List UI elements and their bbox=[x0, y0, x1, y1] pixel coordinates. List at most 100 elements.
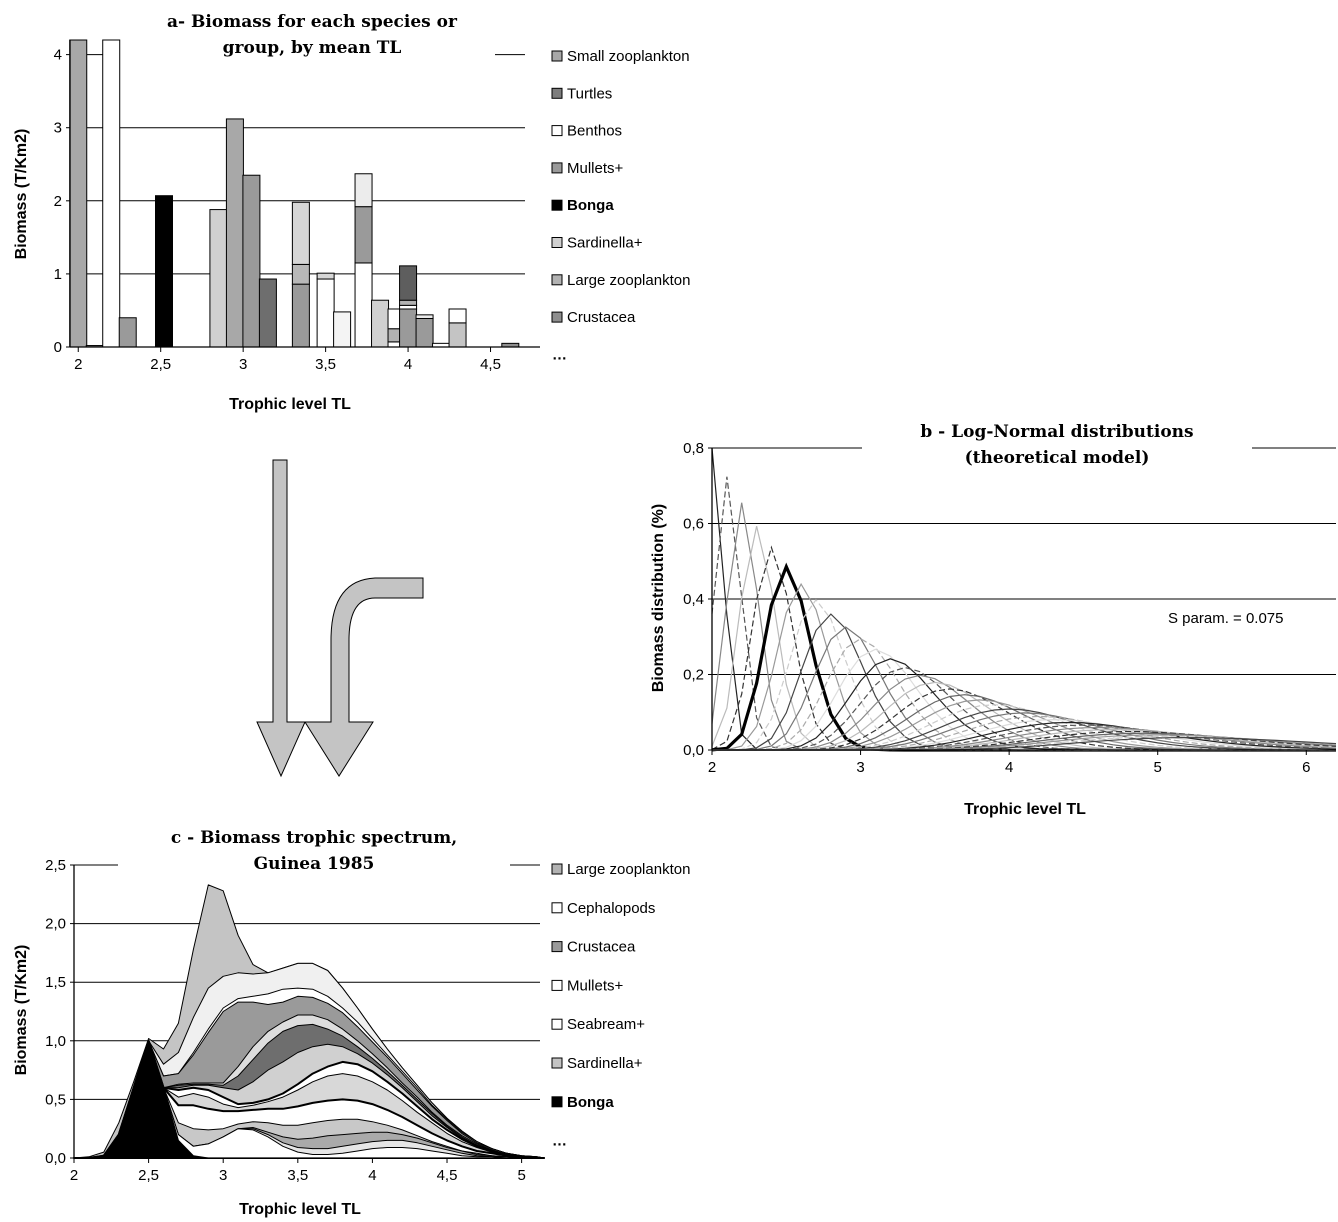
bar-segment bbox=[316, 272, 335, 280]
y-tick-label: 0,0 bbox=[45, 1150, 66, 1167]
panel-c-ylabel: Biomass (T/Km2) bbox=[13, 945, 30, 1076]
x-tick-label: 2 bbox=[74, 356, 82, 373]
bar-segment bbox=[354, 262, 373, 348]
bar-segment bbox=[448, 322, 467, 348]
y-tick-label: 0,8 bbox=[683, 440, 704, 457]
legend-label: Bonga bbox=[567, 1094, 614, 1111]
legend-swatch bbox=[551, 902, 563, 914]
x-tick-label: 2 bbox=[708, 759, 716, 776]
y-tick-label: 0,2 bbox=[683, 667, 704, 684]
bar-segment bbox=[354, 206, 373, 264]
bar-segment bbox=[118, 317, 137, 348]
x-tick-label: 4 bbox=[1005, 759, 1013, 776]
legend-more: … bbox=[552, 1133, 567, 1150]
bar-segment bbox=[399, 265, 418, 301]
panel-b-title-line2: (theoretical model) bbox=[965, 448, 1150, 468]
legend-swatch bbox=[551, 50, 563, 62]
legend-more: … bbox=[552, 346, 567, 363]
bar-segment bbox=[155, 195, 173, 348]
legend-swatch bbox=[551, 979, 563, 991]
bar-segment bbox=[333, 311, 352, 348]
legend-label: Crustacea bbox=[567, 309, 636, 326]
legend-swatch bbox=[551, 87, 563, 99]
legend-swatch bbox=[551, 125, 563, 137]
bar-segment bbox=[258, 278, 277, 348]
panel-a-legend: Small zooplankton Turtles Benthos Mullets+ B… bbox=[551, 48, 690, 363]
legend-label: Large zooplankton bbox=[567, 272, 690, 289]
series-line bbox=[711, 582, 1336, 751]
legend-swatch bbox=[551, 311, 563, 323]
x-tick-label: 3 bbox=[856, 759, 864, 776]
y-tick-label: 4 bbox=[54, 47, 62, 64]
panel-c-area-chart: 0,0 0,5 1,0 1,5 2,0 2,5 2 2,5 3 3,5 4 4,5 5 c - Biom… bbox=[13, 828, 690, 1218]
bar-segment bbox=[291, 263, 310, 285]
bar-segment bbox=[399, 304, 418, 310]
legend-label: Small zooplankton bbox=[567, 48, 690, 65]
y-tick-label: 1,5 bbox=[45, 974, 66, 991]
legend-swatch bbox=[551, 1018, 563, 1030]
bar-segment bbox=[354, 173, 373, 208]
legend-swatch bbox=[551, 199, 563, 211]
legend-swatch bbox=[551, 1057, 563, 1069]
x-tick-label: 5 bbox=[1154, 759, 1162, 776]
bar-segment bbox=[102, 39, 121, 348]
bar-segment bbox=[69, 39, 88, 348]
legend-swatch bbox=[551, 237, 563, 248]
legend-label: Turtles bbox=[567, 85, 612, 102]
bar-segment bbox=[291, 283, 310, 348]
series-line bbox=[711, 545, 1336, 751]
panel-c-legend: Large zooplankton Cephalopods Crustacea Mul… bbox=[551, 861, 690, 1150]
panel-a-ylabel: Biomass (T/Km2) bbox=[13, 129, 30, 260]
x-tick-label: 3 bbox=[219, 1167, 227, 1184]
x-tick-label: 4 bbox=[368, 1167, 376, 1184]
legend-label: Bonga bbox=[567, 197, 614, 214]
x-tick-label: 5 bbox=[517, 1167, 525, 1184]
y-tick-label: 2,0 bbox=[45, 916, 66, 933]
legend-label: Sardinella+ bbox=[567, 1055, 643, 1072]
bar-segment bbox=[399, 308, 418, 348]
y-tick-label: 0,6 bbox=[683, 516, 704, 533]
y-tick-label: 0,0 bbox=[683, 742, 704, 759]
x-tick-label: 6 bbox=[1302, 759, 1310, 776]
y-tick-label: 0,5 bbox=[45, 1091, 66, 1108]
y-tick-label: 0 bbox=[54, 339, 62, 356]
x-tick-label: 3 bbox=[239, 356, 247, 373]
bar-segment bbox=[225, 118, 244, 348]
x-tick-label: 2,5 bbox=[150, 356, 171, 373]
panel-c-xlabel: Trophic level TL bbox=[239, 1201, 361, 1218]
x-tick-label: 4,5 bbox=[437, 1167, 458, 1184]
bar-segment bbox=[371, 299, 390, 348]
bar-segment bbox=[448, 308, 467, 324]
legend-label: Mullets+ bbox=[567, 977, 624, 994]
bar-segment bbox=[209, 209, 228, 348]
bar-segment bbox=[415, 314, 434, 319]
bar-segment bbox=[316, 278, 335, 348]
panel-b-line-chart: 0,0 0,2 0,4 0,6 0,8 2 3 4 5 6 b - Log-Normal dist… bbox=[650, 422, 1337, 818]
panel-c-title-line2: Guinea 1985 bbox=[254, 854, 375, 874]
legend-label: Cephalopods bbox=[567, 900, 655, 917]
panel-b-annotation: S param. = 0.075 bbox=[1168, 610, 1284, 627]
legend-swatch bbox=[551, 941, 563, 953]
legend-label: Crustacea bbox=[567, 939, 636, 956]
legend-label: Mullets+ bbox=[567, 160, 624, 177]
y-tick-label: 3 bbox=[54, 120, 62, 137]
legend-swatch bbox=[551, 274, 563, 286]
x-tick-label: 4,5 bbox=[480, 356, 501, 373]
bar-segment bbox=[291, 201, 310, 265]
panel-a-xlabel: Trophic level TL bbox=[229, 396, 351, 413]
panel-a-bar-chart: 0 1 2 3 4 2 2,5 3 3,5 4 4,5 a- Biomass for each sp… bbox=[13, 12, 690, 413]
panel-a-title-line2: group, by mean TL bbox=[223, 38, 402, 58]
down-arrow-straight bbox=[256, 459, 306, 778]
x-tick-label: 3,5 bbox=[315, 356, 336, 373]
panel-c-title-line1: c - Biomass trophic spectrum, bbox=[171, 828, 457, 848]
panel-b-xlabel: Trophic level TL bbox=[964, 801, 1086, 818]
y-tick-label: 1,0 bbox=[45, 1033, 66, 1050]
legend-swatch bbox=[551, 162, 563, 174]
y-tick-label: 0,4 bbox=[683, 591, 704, 608]
flow-arrows bbox=[256, 459, 424, 778]
panel-a-title-line1: a- Biomass for each species or bbox=[167, 12, 458, 32]
legend-label: Seabream+ bbox=[567, 1016, 645, 1033]
x-tick-label: 4 bbox=[404, 356, 412, 373]
legend-swatch bbox=[551, 1096, 563, 1108]
legend-swatch bbox=[551, 863, 563, 875]
